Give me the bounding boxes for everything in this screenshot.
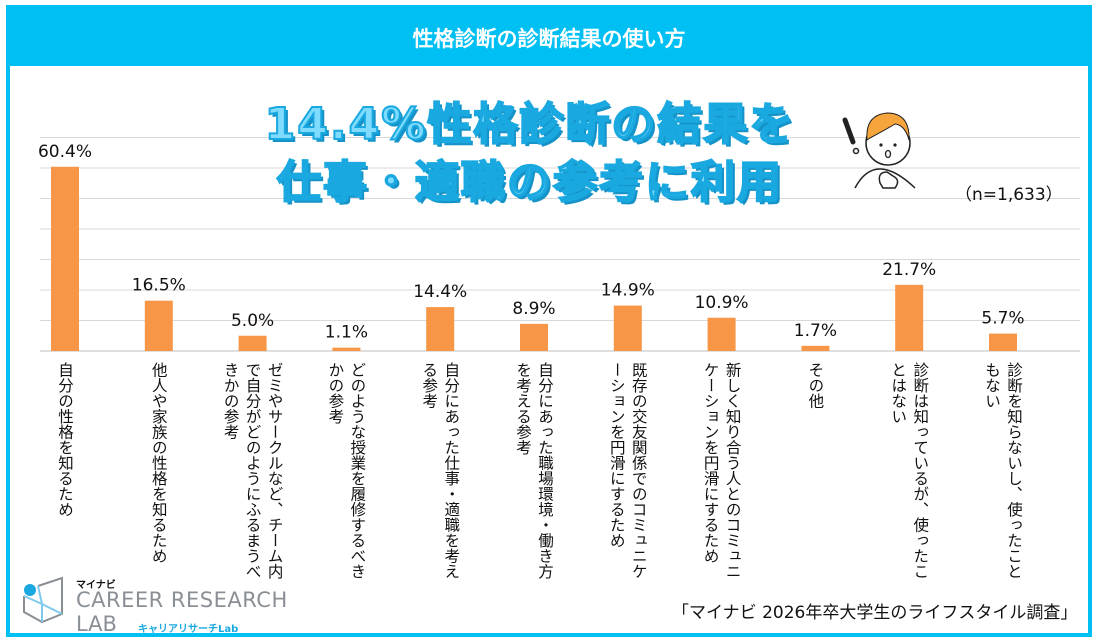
bar bbox=[707, 317, 736, 351]
data-label: 8.9% bbox=[512, 299, 555, 319]
category-label: 既存の交友関係でのコミュニケーションを円滑にするため bbox=[607, 362, 648, 579]
headline-line1: 14.4%性格診断の結果を bbox=[264, 98, 796, 151]
category-label: 診断は知っているが、使ったことはない bbox=[889, 362, 930, 579]
logo-line1: CAREER RESEARCH bbox=[76, 588, 288, 612]
category-label: 自分にあった仕事・適職を考える参考 bbox=[420, 362, 461, 579]
data-label: 5.0% bbox=[231, 311, 274, 331]
bar bbox=[520, 323, 548, 351]
bar bbox=[426, 307, 455, 351]
headline-line2: 仕事・適職の参考に利用 bbox=[276, 156, 783, 209]
sample-size: （n=1,633） bbox=[955, 185, 1063, 205]
bar bbox=[144, 300, 173, 351]
career-research-lab-logo: マイナビ CAREER RESEARCH LAB キャリアリサーチLab bbox=[20, 574, 287, 636]
data-label: 10.9% bbox=[695, 293, 749, 313]
category-label: 他人や家族の性格を知るため bbox=[149, 362, 168, 564]
category-label: どのような授業を履修するべきかの参考 bbox=[326, 362, 367, 579]
category-label: 自分の性格を知るため bbox=[56, 362, 74, 517]
bar bbox=[895, 284, 924, 351]
logo-line2: LAB bbox=[76, 612, 117, 636]
bar bbox=[51, 166, 79, 351]
chart-title: 性格診断の診断結果の使い方 bbox=[10, 9, 1088, 66]
data-label: 21.7% bbox=[882, 260, 936, 280]
chart-frame: 性格診断の診断結果の使い方 bbox=[6, 5, 1092, 637]
bar bbox=[238, 335, 267, 351]
data-label: 14.4% bbox=[413, 282, 467, 302]
category-label: 自分にあった職場環境・働き方を考える参考 bbox=[514, 362, 554, 579]
bar bbox=[613, 305, 642, 351]
logo-sub: キャリアリサーチLab bbox=[138, 624, 239, 635]
data-label: 1.7% bbox=[794, 321, 837, 341]
surprised-person-icon bbox=[842, 112, 916, 189]
cube-logo-icon bbox=[23, 576, 63, 624]
bar bbox=[332, 347, 361, 351]
category-label: その他 bbox=[806, 362, 825, 409]
category-label: ゼミやサークルなど、チーム内で自分がどのようにふるまうべきかの参考 bbox=[221, 362, 284, 579]
data-label: 60.4% bbox=[38, 142, 92, 162]
data-label: 5.7% bbox=[981, 309, 1024, 329]
data-label: 16.5% bbox=[132, 276, 186, 296]
category-label: 診断を知らないし、使ったこともない bbox=[983, 362, 1023, 579]
data-label: 1.1% bbox=[325, 323, 368, 343]
bar bbox=[801, 345, 830, 351]
bar bbox=[989, 333, 1017, 351]
logo-brand: マイナビ bbox=[76, 580, 116, 591]
category-label: 新しく知り合う人とのコミュニケーションを円滑にするため bbox=[701, 362, 742, 579]
data-label: 14.9% bbox=[601, 281, 655, 301]
source-note: 「マイナビ 2026年卒大学生のライフスタイル調査」 bbox=[672, 603, 1078, 623]
